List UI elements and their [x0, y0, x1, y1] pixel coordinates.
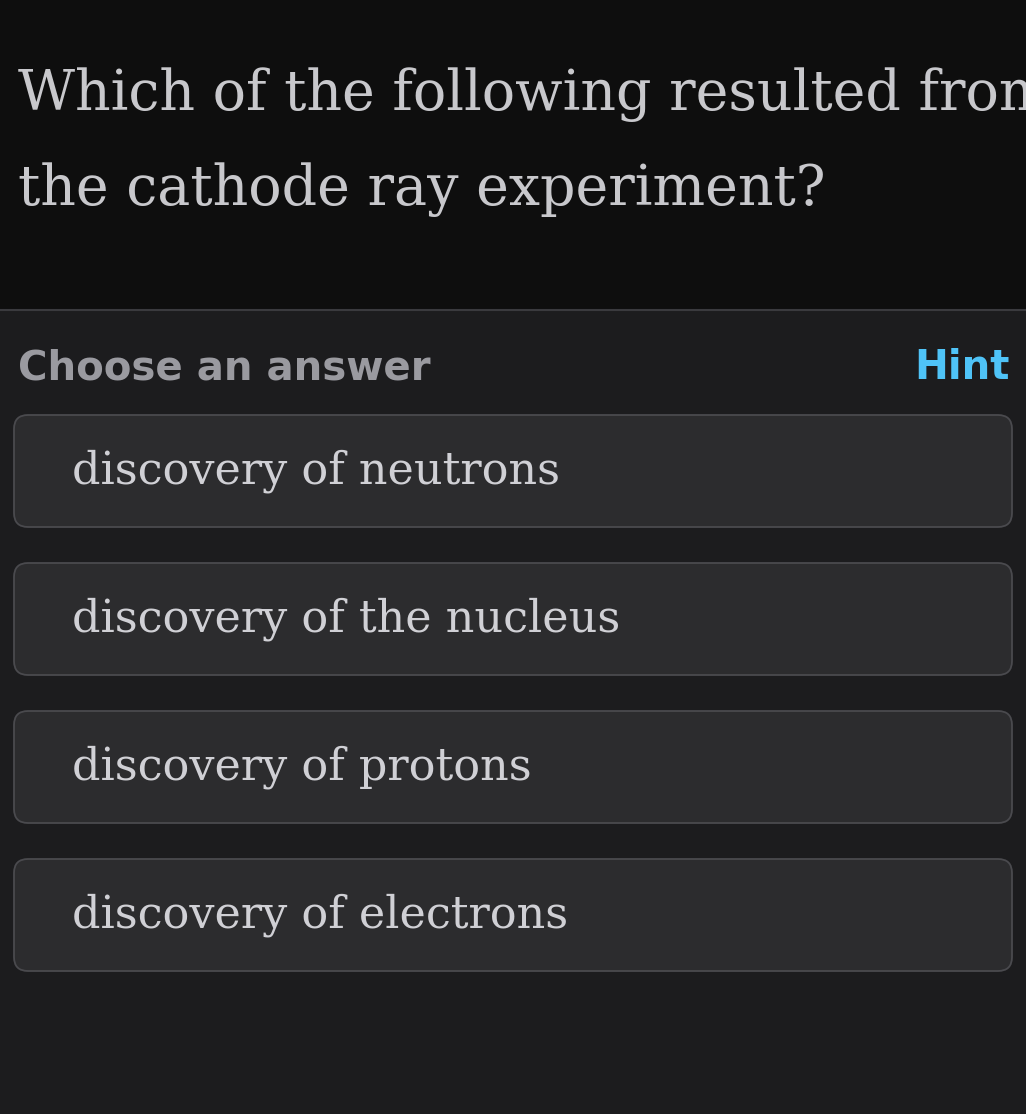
Text: discovery of protons: discovery of protons — [72, 745, 531, 789]
Text: discovery of neutrons: discovery of neutrons — [72, 449, 560, 492]
Text: discovery of electrons: discovery of electrons — [72, 893, 568, 937]
Text: the cathode ray experiment?: the cathode ray experiment? — [18, 163, 826, 217]
FancyBboxPatch shape — [14, 859, 1012, 971]
FancyBboxPatch shape — [14, 416, 1012, 527]
FancyBboxPatch shape — [0, 0, 1026, 310]
FancyBboxPatch shape — [14, 711, 1012, 823]
Text: discovery of the nucleus: discovery of the nucleus — [72, 597, 621, 641]
FancyBboxPatch shape — [0, 310, 1026, 1114]
Text: Choose an answer: Choose an answer — [18, 348, 431, 388]
Text: Which of the following resulted from: Which of the following resulted from — [18, 68, 1026, 123]
Text: Hint: Hint — [914, 348, 1010, 388]
FancyBboxPatch shape — [14, 563, 1012, 675]
